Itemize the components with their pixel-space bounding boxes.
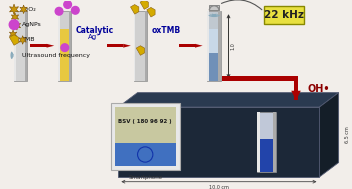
Bar [58,11,60,81]
Circle shape [55,7,63,15]
Polygon shape [123,44,131,48]
Text: TMB: TMB [22,37,35,43]
Bar [134,11,135,81]
Bar [209,5,219,10]
Bar [219,11,221,81]
Text: 6.5 cm: 6.5 cm [345,126,350,143]
Polygon shape [136,46,145,55]
Bar [207,11,221,81]
Bar [58,11,71,81]
Polygon shape [291,91,301,100]
Polygon shape [147,7,155,17]
Circle shape [61,44,69,51]
Bar [259,139,273,172]
Text: 1.0: 1.0 [231,42,235,50]
Polygon shape [195,44,203,48]
Bar [111,103,180,170]
Text: AgNPs: AgNPs [22,22,42,27]
Circle shape [9,20,19,29]
Text: H₂O₂: H₂O₂ [22,7,37,12]
Text: Smartphone: Smartphone [128,175,162,180]
Text: 22 kHz: 22 kHz [264,10,304,20]
Text: OH•: OH• [307,84,329,94]
Text: 10.0 cm: 10.0 cm [209,185,229,189]
Bar [107,44,123,47]
Polygon shape [10,35,19,45]
Bar [134,11,147,81]
Bar [69,11,71,81]
Bar [209,53,219,81]
Polygon shape [20,5,27,14]
Text: Ultrasound frequency: Ultrasound frequency [22,53,90,58]
Polygon shape [46,44,54,48]
Polygon shape [320,93,339,177]
Text: Catalytic: Catalytic [75,26,114,35]
Bar [114,107,176,143]
Polygon shape [131,5,139,14]
Bar [257,112,259,172]
Bar [222,76,298,81]
Polygon shape [10,30,17,39]
Circle shape [71,6,79,14]
Bar [114,143,176,166]
Polygon shape [19,36,26,44]
Bar [257,112,276,172]
Bar [14,11,27,81]
Bar [264,6,304,24]
Text: BSV ( 180 96 92 ): BSV ( 180 96 92 ) [118,119,172,124]
Text: oxTMB: oxTMB [152,26,181,35]
Bar [294,78,298,100]
Polygon shape [11,13,19,21]
Bar [209,29,219,53]
Bar [25,11,27,81]
Bar [60,29,69,81]
Bar [179,44,195,47]
Polygon shape [13,21,21,30]
Circle shape [64,1,71,8]
Polygon shape [118,107,320,177]
Text: Ag⁺: Ag⁺ [88,34,101,40]
Bar [145,11,147,81]
Bar [14,11,15,81]
Polygon shape [10,4,19,15]
Bar [30,44,46,47]
Bar [207,11,209,81]
Polygon shape [140,0,149,9]
Bar [273,112,276,172]
Polygon shape [118,93,339,107]
